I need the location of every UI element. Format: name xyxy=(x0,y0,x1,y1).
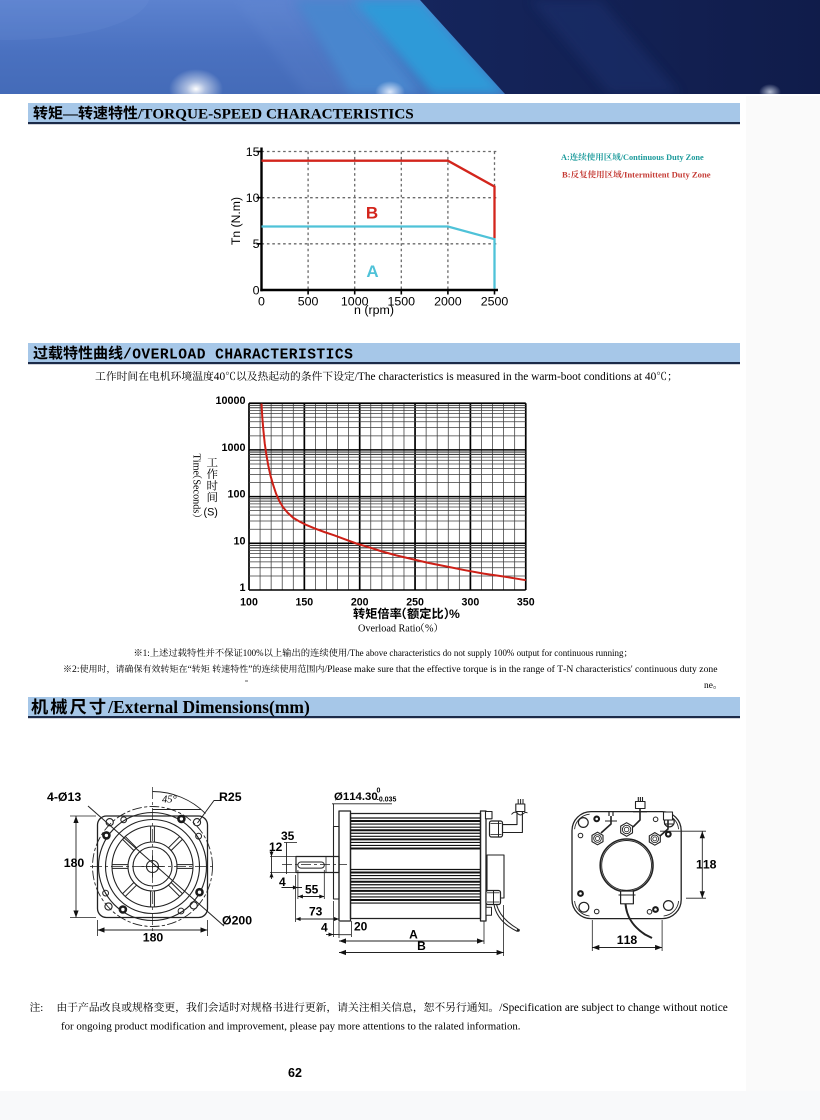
svg-text:B: B xyxy=(366,204,378,223)
svg-text:55: 55 xyxy=(305,883,319,897)
svg-text:(S): (S) xyxy=(204,507,218,519)
svg-text:73: 73 xyxy=(309,905,323,919)
svg-text:10: 10 xyxy=(246,191,260,205)
svg-text:4: 4 xyxy=(279,875,286,889)
svg-text:—: — xyxy=(62,106,79,122)
svg-text:/TORQUE-SPEED CHARACTERISTICS: /TORQUE-SPEED CHARACTERISTICS xyxy=(137,105,414,122)
svg-text:ne: ne xyxy=(704,681,713,691)
svg-text:/Continuous Duty Zone: /Continuous Duty Zone xyxy=(620,153,704,162)
svg-text:150: 150 xyxy=(296,597,314,609)
svg-text:Seconds: Seconds xyxy=(191,479,202,513)
svg-text:12: 12 xyxy=(269,840,283,854)
svg-text:15: 15 xyxy=(246,145,260,159)
svg-text:”: ” xyxy=(248,664,252,675)
svg-text:B: B xyxy=(417,939,426,953)
svg-text:0: 0 xyxy=(253,283,260,297)
svg-text:200: 200 xyxy=(351,597,369,609)
svg-text:/Specification are subject to: /Specification are subject to change wit… xyxy=(499,1002,728,1014)
svg-text:/Intermittent Duty Zone: /Intermittent Duty Zone xyxy=(621,170,711,180)
svg-text:500: 500 xyxy=(298,295,319,309)
svg-text:5: 5 xyxy=(253,237,260,251)
svg-text:R25: R25 xyxy=(219,790,242,804)
svg-text:%: % xyxy=(449,607,460,621)
svg-text:-0.035: -0.035 xyxy=(377,797,397,804)
svg-text:Time: Time xyxy=(191,454,202,476)
svg-text:Ø114.30: Ø114.30 xyxy=(334,791,378,803)
svg-text::: : xyxy=(40,1002,43,1014)
svg-text:180: 180 xyxy=(64,856,85,870)
svg-text:10: 10 xyxy=(233,535,245,547)
svg-text:/External Dimensions(mm): /External Dimensions(mm) xyxy=(107,697,310,717)
svg-text:0: 0 xyxy=(377,788,381,795)
svg-text:/OVERLOAD CHARACTERISTICS: /OVERLOAD CHARACTERISTICS xyxy=(123,347,353,363)
svg-text:0: 0 xyxy=(258,295,265,309)
svg-text:4: 4 xyxy=(321,921,328,935)
svg-text:1000: 1000 xyxy=(341,295,369,309)
svg-text:45°: 45° xyxy=(162,795,178,806)
svg-text:100%: 100% xyxy=(243,648,264,658)
svg-text:2500: 2500 xyxy=(481,295,509,309)
svg-text:Overload Ratio: Overload Ratio xyxy=(358,624,421,635)
svg-text:2:: 2: xyxy=(72,664,80,675)
svg-text:100: 100 xyxy=(227,489,245,501)
svg-text:180: 180 xyxy=(143,931,164,945)
svg-text:Ø200: Ø200 xyxy=(222,914,252,928)
svg-text:A: A xyxy=(409,928,418,942)
svg-text:1500: 1500 xyxy=(388,295,416,309)
svg-text:20: 20 xyxy=(354,920,368,934)
svg-text:35: 35 xyxy=(281,829,295,843)
svg-text:for ongoing product modificati: for ongoing product modification and imp… xyxy=(61,1021,520,1033)
svg-text:62: 62 xyxy=(288,1066,302,1080)
svg-text:350: 350 xyxy=(517,597,535,609)
svg-text:A:: A: xyxy=(561,153,570,162)
svg-text:1: 1 xyxy=(239,582,245,594)
svg-text:%: % xyxy=(425,624,434,635)
svg-text:/The characteristics is measur: /The characteristics is measured in the … xyxy=(355,371,657,383)
svg-text:40: 40 xyxy=(214,371,226,383)
svg-text:10000: 10000 xyxy=(215,395,245,407)
svg-text:118: 118 xyxy=(696,858,717,872)
svg-text:250: 250 xyxy=(406,597,424,609)
svg-text:300: 300 xyxy=(462,597,480,609)
svg-text:4-Ø13: 4-Ø13 xyxy=(47,790,81,804)
svg-text:1:: 1: xyxy=(143,648,150,658)
svg-text:100: 100 xyxy=(240,597,258,609)
svg-text:1000: 1000 xyxy=(221,442,245,454)
svg-text:“: “ xyxy=(188,664,192,675)
svg-text:/Please make sure that the eff: /Please make sure that the effective tor… xyxy=(324,664,717,675)
svg-text:118: 118 xyxy=(617,933,638,947)
svg-text:/The above characteristics do: /The above characteristics do not supply… xyxy=(347,648,624,658)
svg-text:2000: 2000 xyxy=(434,295,462,309)
svg-text:n (rpm): n (rpm) xyxy=(354,303,394,317)
svg-text:A: A xyxy=(366,262,378,281)
svg-text:B:: B: xyxy=(562,170,571,180)
svg-text:Tn (N.m): Tn (N.m) xyxy=(229,197,243,245)
